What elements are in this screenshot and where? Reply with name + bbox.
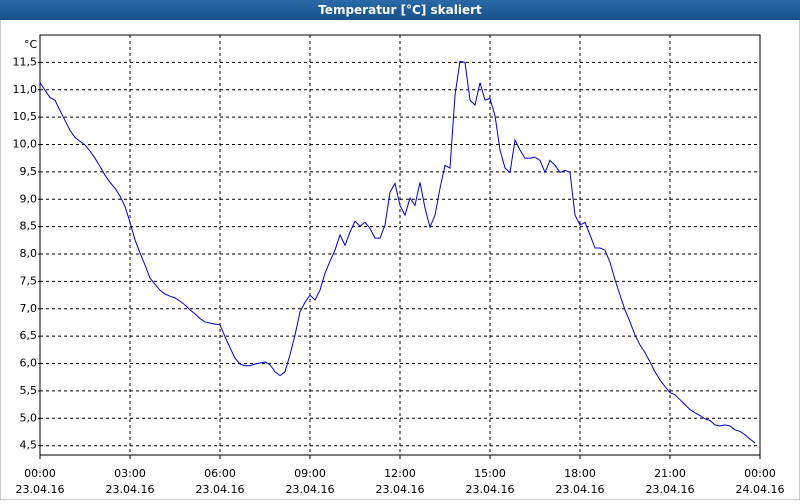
title-bar [0, 0, 800, 20]
x-tick-date: 23.04.16 [466, 483, 515, 496]
y-unit: °C [24, 38, 38, 51]
y-tick-label: 8,0 [20, 247, 38, 260]
y-tick-label: 9,5 [20, 165, 38, 178]
y-tick-label: 6,5 [20, 329, 38, 342]
y-tick-label: 10,5 [13, 110, 38, 123]
x-tick-date: 23.04.16 [196, 483, 245, 496]
grid [39, 35, 761, 455]
x-tick-date: 23.04.16 [16, 483, 65, 496]
y-tick-label: 4,5 [20, 439, 38, 452]
y-tick-label: 11,0 [13, 83, 38, 96]
y-tick-label: 10,0 [13, 138, 38, 151]
x-tick-label: 15:00 [474, 467, 506, 480]
x-tick-label: 18:00 [564, 467, 596, 480]
x-tick-date: 23.04.16 [106, 483, 155, 496]
y-tick-label: 7,5 [20, 274, 38, 287]
x-tick-label: 12:00 [384, 467, 416, 480]
x-tick-label: 00:00 [24, 467, 56, 480]
y-tick-label: 11,5 [13, 55, 38, 68]
y-tick-label: 6,0 [20, 357, 38, 370]
x-tick-label: 21:00 [654, 467, 686, 480]
x-tick-date: 23.04.16 [286, 483, 335, 496]
x-tick-label: 03:00 [114, 467, 146, 480]
x-tick-date: 23.04.16 [376, 483, 425, 496]
x-tick-date: 23.04.16 [556, 483, 605, 496]
chart-title: Temperatur [°C] skaliert [318, 3, 482, 17]
y-tick-label: 7,0 [20, 302, 38, 315]
x-tick-label: 06:00 [204, 467, 236, 480]
y-tick-label: 5,0 [20, 411, 38, 424]
y-tick-label: 5,5 [20, 384, 38, 397]
x-tick-date: 23.04.16 [646, 483, 695, 496]
line-series [39, 60, 756, 444]
x-tick-label: 09:00 [294, 467, 326, 480]
x-tick-label: 00:00 [744, 467, 776, 480]
x-tick-date: 24.04.16 [736, 483, 785, 496]
y-tick-label: 8,5 [20, 220, 38, 233]
y-tick-label: 9,0 [20, 192, 38, 205]
